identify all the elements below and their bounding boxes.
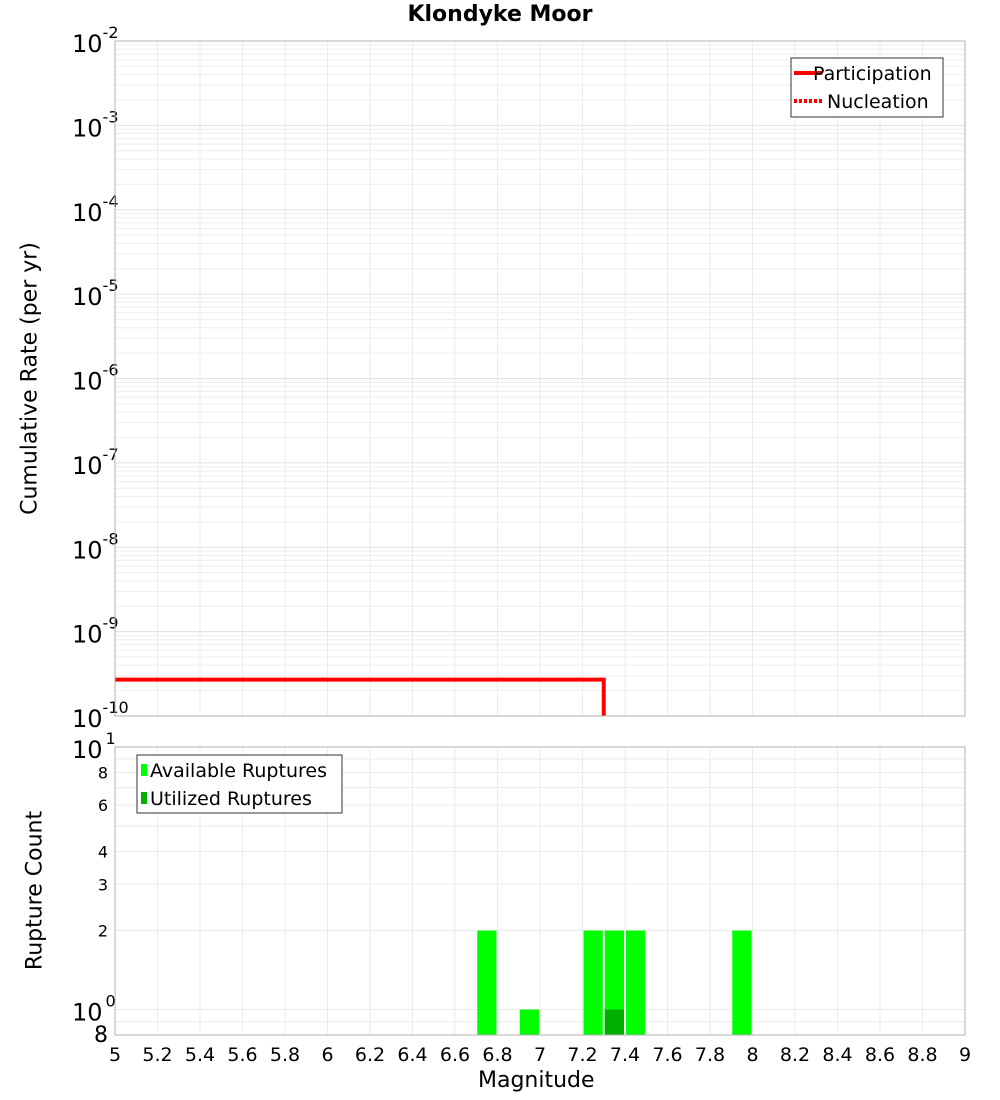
utilized-ruptures-bar: [604, 1009, 624, 1035]
x-tick-label: 5.4: [185, 1044, 215, 1066]
top-y-tick-label: 10-4: [72, 192, 119, 227]
x-tick-label: 7.6: [652, 1044, 682, 1066]
bottom-y-tick-label: 3: [98, 875, 108, 894]
x-tick-label: 7.8: [695, 1044, 725, 1066]
x-tick-label: 7.2: [567, 1044, 597, 1066]
series-line-participation: [115, 677, 606, 716]
bottom-y-tick-label: 10 0: [72, 992, 116, 1027]
x-tick-label: 5.6: [227, 1044, 257, 1066]
top-y-tick-label: 10-9: [72, 614, 119, 649]
x-axis-label: Magnitude: [478, 1068, 595, 1093]
x-tick-label: 9: [959, 1044, 971, 1066]
x-tick-label: 5.2: [142, 1044, 172, 1066]
bottom-y-tick-label: 6: [98, 796, 108, 815]
legend-label: Available Ruptures: [150, 760, 327, 782]
top-y-tick-label: 10-7: [72, 445, 119, 480]
x-tick-label: 6.6: [440, 1044, 470, 1066]
legend-available-swatch-icon: [141, 764, 147, 776]
legend-utilized-swatch-icon: [141, 792, 147, 804]
bottom-y-tick-label: 8: [94, 1023, 108, 1048]
top-y-tick-label: 10-5: [72, 276, 119, 311]
legend-label: Utilized Ruptures: [150, 788, 312, 810]
top-legend: Participation Nucleation: [790, 57, 944, 118]
x-tick-label: 5: [109, 1044, 121, 1066]
available-ruptures-bar: [626, 930, 646, 1035]
available-ruptures-bar: [477, 930, 497, 1035]
available-ruptures-bar: [604, 930, 624, 1035]
top-y-tick-label: 10-2: [72, 23, 119, 58]
available-ruptures-bar: [732, 930, 752, 1035]
x-tick-label: 6.8: [482, 1044, 512, 1066]
x-tick-label: 8.8: [907, 1044, 937, 1066]
x-tick-label: 8.2: [780, 1044, 810, 1066]
x-tick-label: 6.2: [355, 1044, 385, 1066]
available-ruptures-bar: [519, 1009, 539, 1035]
bottom-y-tick-label: 8: [98, 763, 108, 782]
bottom-y-tick-label: 10 1: [72, 729, 116, 764]
x-tick-label: 8: [746, 1044, 758, 1066]
x-tick-label: 8.6: [865, 1044, 895, 1066]
x-tick-label: 8.4: [822, 1044, 852, 1066]
top-y-tick-label: 10-8: [72, 529, 119, 564]
top-y-tick-label: 10-3: [72, 107, 119, 142]
top-y-axis-label: Cumulative Rate (per yr): [17, 242, 43, 515]
x-tick-label: 7.4: [610, 1044, 640, 1066]
x-tick-label: 7: [534, 1044, 546, 1066]
bottom-y-tick-label: 4: [98, 842, 108, 861]
chart-title: Klondyke Moor: [407, 2, 593, 27]
bottom-y-axis-label: Rupture Count: [22, 810, 48, 971]
x-tick-label: 6: [321, 1044, 333, 1066]
top-plot: 10-210-310-410-510-610-710-810-910-10: [72, 23, 966, 733]
x-tick-label: 6.4: [397, 1044, 427, 1066]
legend-label: Nucleation: [827, 91, 929, 113]
available-ruptures-bar: [583, 930, 603, 1035]
top-y-tick-label: 10-6: [72, 361, 119, 396]
bottom-legend: Available Ruptures Utilized Ruptures: [136, 754, 343, 814]
legend-label: Participation: [813, 63, 932, 85]
bottom-y-tick-label: 2: [98, 922, 108, 941]
x-tick-label: 5.8: [270, 1044, 300, 1066]
